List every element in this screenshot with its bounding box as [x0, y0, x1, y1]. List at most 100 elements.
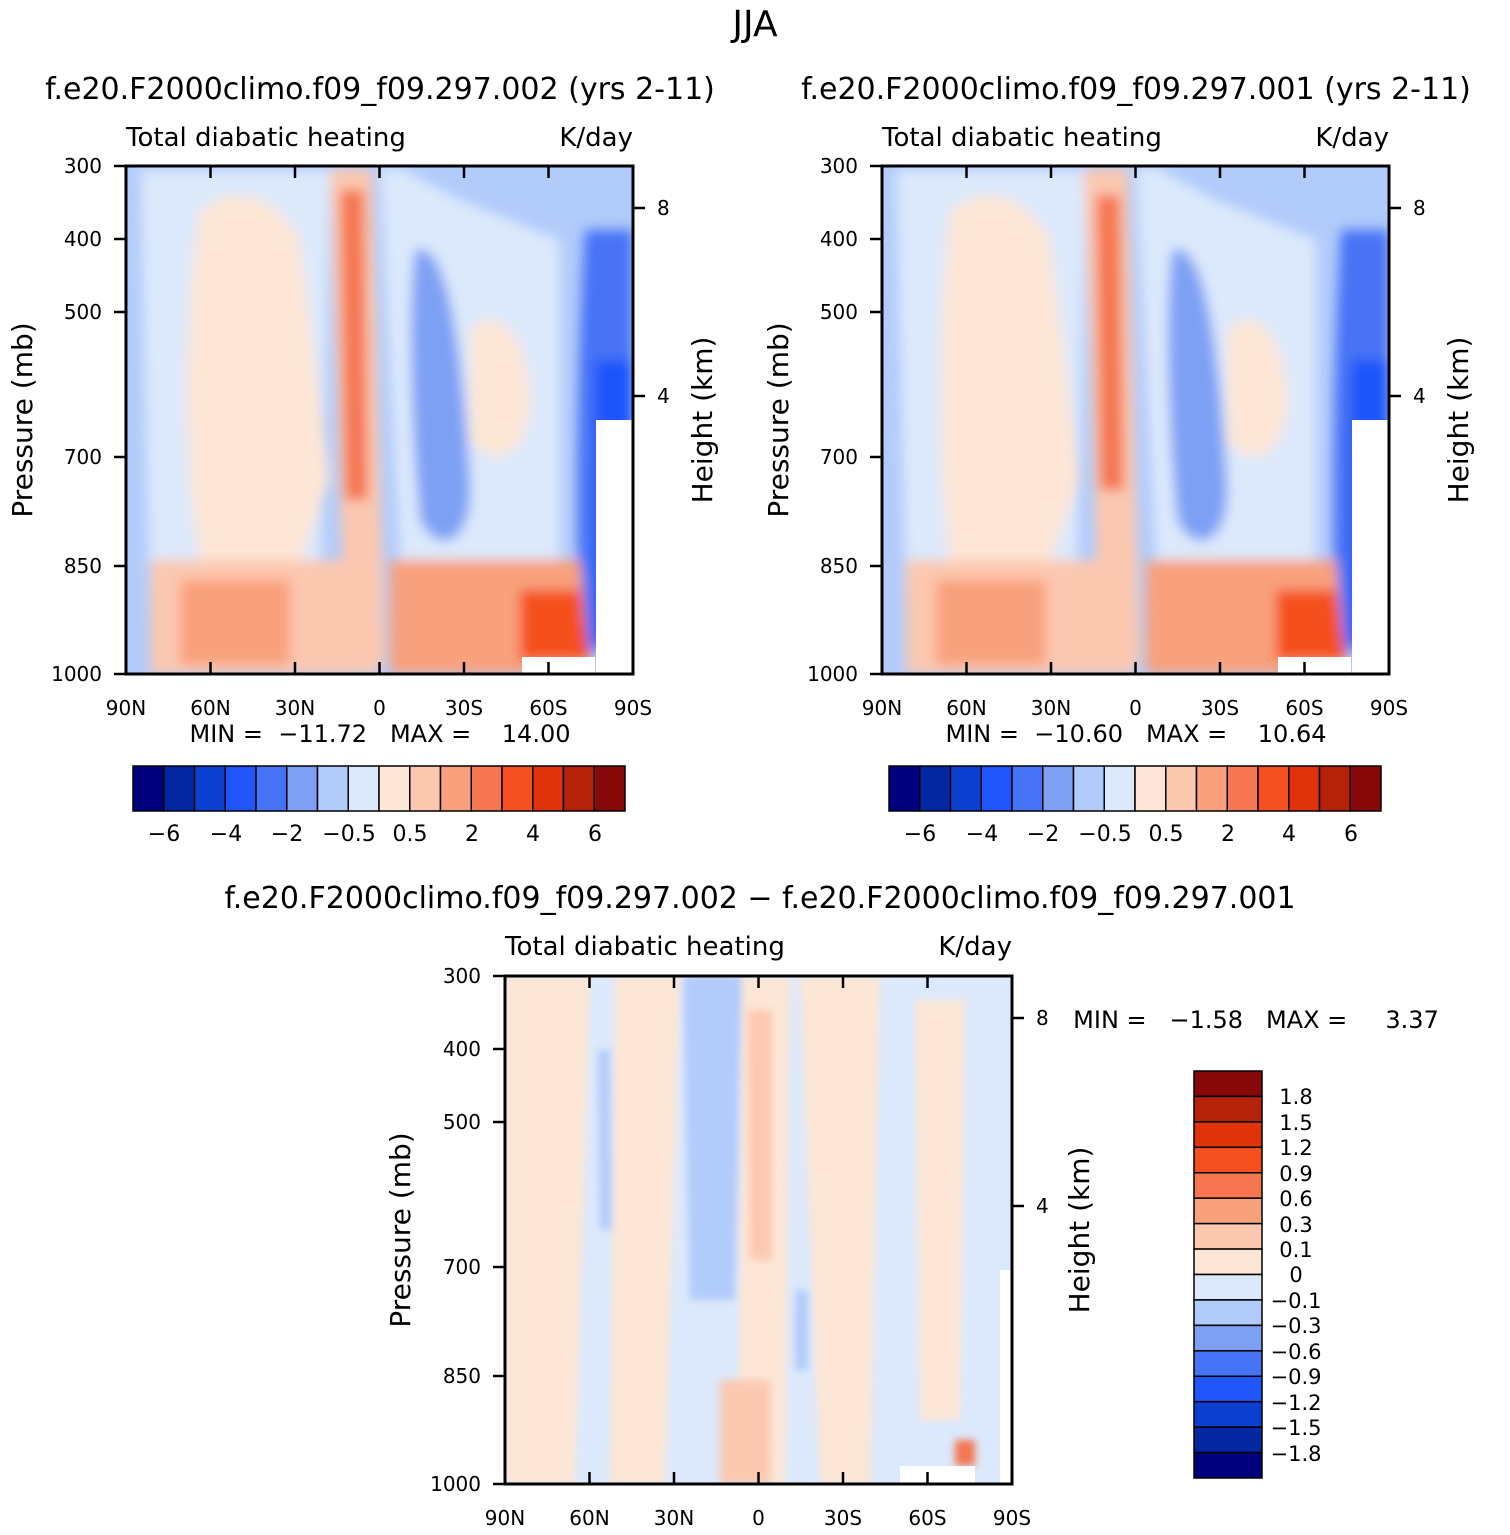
panel-3-colorbar-swatch — [1193, 1451, 1263, 1479]
panel-2-colorbar-swatch — [1226, 765, 1259, 812]
panel-3-warm-band-4 — [915, 1000, 965, 1420]
panel-1-colorbar-swatch — [193, 765, 226, 812]
panel-3-y2-tick-labels: 8 4 — [1036, 1006, 1049, 1218]
panel-3-subtitle-left: Total diabatic heating — [504, 932, 785, 962]
panel-1-cb-label: −2 — [271, 822, 303, 847]
panel-2-ytick: 700 — [820, 445, 858, 469]
panel-2-colorbar-swatch — [1195, 765, 1228, 812]
panel-2-colorbar-swatch — [1318, 765, 1351, 812]
panel-3-colorbar-swatch — [1193, 1375, 1263, 1403]
panel-1-colorbar-swatch — [255, 765, 288, 812]
panel-3-colorbar-swatch — [1193, 1350, 1263, 1377]
panel-3-warm-band-1 — [505, 976, 590, 1484]
panel-2-cb-label: −0.5 — [1078, 822, 1131, 847]
panel-3-xtick: 30S — [824, 1506, 862, 1530]
panel-3-cb-label: 0.1 — [1279, 1238, 1312, 1262]
panel-2-colorbar-swatch — [1072, 765, 1105, 812]
panel-1-ticks — [114, 164, 645, 676]
panel-2-ytick: 400 — [820, 227, 858, 251]
panel-2-cb-label: 2 — [1221, 822, 1235, 847]
panel-1-colorbar-swatch — [562, 765, 595, 812]
panel-3-colorbar-swatch — [1193, 1426, 1263, 1454]
panel-2-cb-label: 4 — [1282, 822, 1296, 847]
panel-1: f.e20.F2000climo.f09_f09.297.002 (yrs 2-… — [6, 72, 719, 847]
panel-3-cool-spot-2 — [795, 1290, 808, 1370]
panel-3-cb-label: 0.6 — [1279, 1187, 1312, 1211]
panel-3-colorbar-swatch — [1193, 1095, 1263, 1123]
panel-2-title: f.e20.F2000climo.f09_f09.297.001 (yrs 2-… — [801, 72, 1471, 107]
panel-2-cb-label: 6 — [1344, 822, 1358, 847]
panel-3-colorbar — [1193, 1070, 1263, 1479]
panel-1-colorbar-swatch — [409, 765, 442, 812]
panel-2-bl-hot-sh — [1276, 590, 1346, 660]
panel-3-colorbar-swatch — [1193, 1400, 1263, 1428]
panel-3-cb-label: −0.3 — [1271, 1314, 1322, 1338]
panel-1-x-tick-labels: 90N 60N 30N 0 30S 60S 90S — [106, 696, 652, 720]
panel-2-xtick: 0 — [1129, 696, 1142, 720]
panel-1-ytick: 300 — [64, 154, 102, 178]
panel-3-ylabel: Pressure (mb) — [384, 1132, 417, 1327]
panel-2-colorbar-swatch — [919, 765, 952, 812]
panel-1-cb-label: 2 — [465, 822, 479, 847]
panel-2-cb-label: 0.5 — [1149, 822, 1184, 847]
panel-2-nh-warm-plume — [940, 195, 1080, 561]
panel-3-cb-label: 0 — [1289, 1263, 1302, 1287]
panel-2-topo-mask-2 — [1352, 420, 1389, 674]
panel-3-cb-label: −1.2 — [1271, 1391, 1322, 1415]
panel-1-cb-label: 0.5 — [393, 822, 428, 847]
panel-1-colorbar-swatch — [470, 765, 503, 812]
panel-3-colorbar-swatch — [1193, 1299, 1263, 1327]
panel-3-cb-label: −1.5 — [1271, 1416, 1322, 1440]
panel-3-warm-band-2 — [610, 976, 680, 1484]
panel-3-ytick: 700 — [443, 1255, 481, 1279]
panel-2-stats: MIN = −10.60 MAX = 10.64 — [946, 720, 1327, 748]
panel-3-x-tick-labels: 90N 60N 30N 0 30S 60S 90S — [485, 1506, 1031, 1530]
panel-3-field — [505, 976, 1012, 1484]
panel-2-ytick: 300 — [820, 154, 858, 178]
panel-2-colorbar-swatch — [980, 765, 1013, 812]
panel-3-y2tick: 8 — [1036, 1006, 1049, 1030]
panel-2-ticks — [870, 164, 1401, 676]
panel-2-colorbar-swatch — [888, 765, 921, 812]
panel-3-field-shapes — [505, 976, 975, 1484]
panel-2-field-shapes — [896, 168, 1389, 674]
panel-3-ticks — [493, 974, 1024, 1486]
panel-3-cb-label: −0.6 — [1271, 1340, 1322, 1364]
panel-2-colorbar-swatch — [1257, 765, 1290, 812]
panel-3-topo-mask — [900, 1466, 975, 1484]
panel-1-xtick: 60S — [529, 696, 567, 720]
panel-2-cb-label: −2 — [1027, 822, 1059, 847]
panel-3-cb-label: −0.9 — [1271, 1365, 1322, 1389]
panel-2: f.e20.F2000climo.f09_f09.297.001 (yrs 2-… — [762, 72, 1475, 847]
panel-2-colorbar-swatch — [1288, 765, 1321, 812]
panel-2-y2-tick-labels: 8 4 — [1413, 196, 1426, 408]
panel-3-warm-band-3 — [800, 976, 880, 1484]
panel-3-cb-label: 0.9 — [1279, 1162, 1312, 1186]
panel-1-colorbar-swatch — [163, 765, 196, 812]
panel-1-ytick: 700 — [64, 445, 102, 469]
panel-3-xtick: 30N — [654, 1506, 694, 1530]
panel-3-xtick: 90S — [993, 1506, 1031, 1530]
panel-1-colorbar-swatch — [286, 765, 319, 812]
panel-3-cb-label: −0.1 — [1271, 1289, 1322, 1313]
panel-2-bl-hot-nh — [936, 580, 1046, 665]
panel-2-topo-mask — [1278, 657, 1351, 674]
panel-1-y2tick: 4 — [657, 384, 670, 408]
panel-1-y2-tick-labels: 8 4 — [657, 196, 670, 408]
panel-3-ytick: 1000 — [430, 1472, 481, 1496]
panel-3-stats: MIN = −1.58 MAX = 3.37 — [1073, 1006, 1439, 1034]
panel-2-xtick: 30N — [1031, 696, 1071, 720]
panel-2-xtick: 90N — [862, 696, 902, 720]
panel-3-colorbar-swatch — [1193, 1172, 1263, 1199]
panel-2-sh-cool-tongue — [1167, 248, 1228, 541]
panel-2-y2tick: 4 — [1413, 384, 1426, 408]
panel-3-colorbar-swatch — [1193, 1324, 1263, 1352]
panel-3-ylabel-right: Height (km) — [1063, 1147, 1096, 1314]
panel-3-colorbar-swatch — [1193, 1146, 1263, 1174]
panel-2-ylabel: Pressure (mb) — [762, 322, 795, 517]
panel-1-cb-label: −6 — [148, 822, 180, 847]
panel-2-field — [882, 166, 1389, 674]
panel-1-xtick: 90S — [614, 696, 652, 720]
panel-1-cb-label: −0.5 — [322, 822, 375, 847]
panel-1-sh-warm-blob — [470, 319, 530, 457]
